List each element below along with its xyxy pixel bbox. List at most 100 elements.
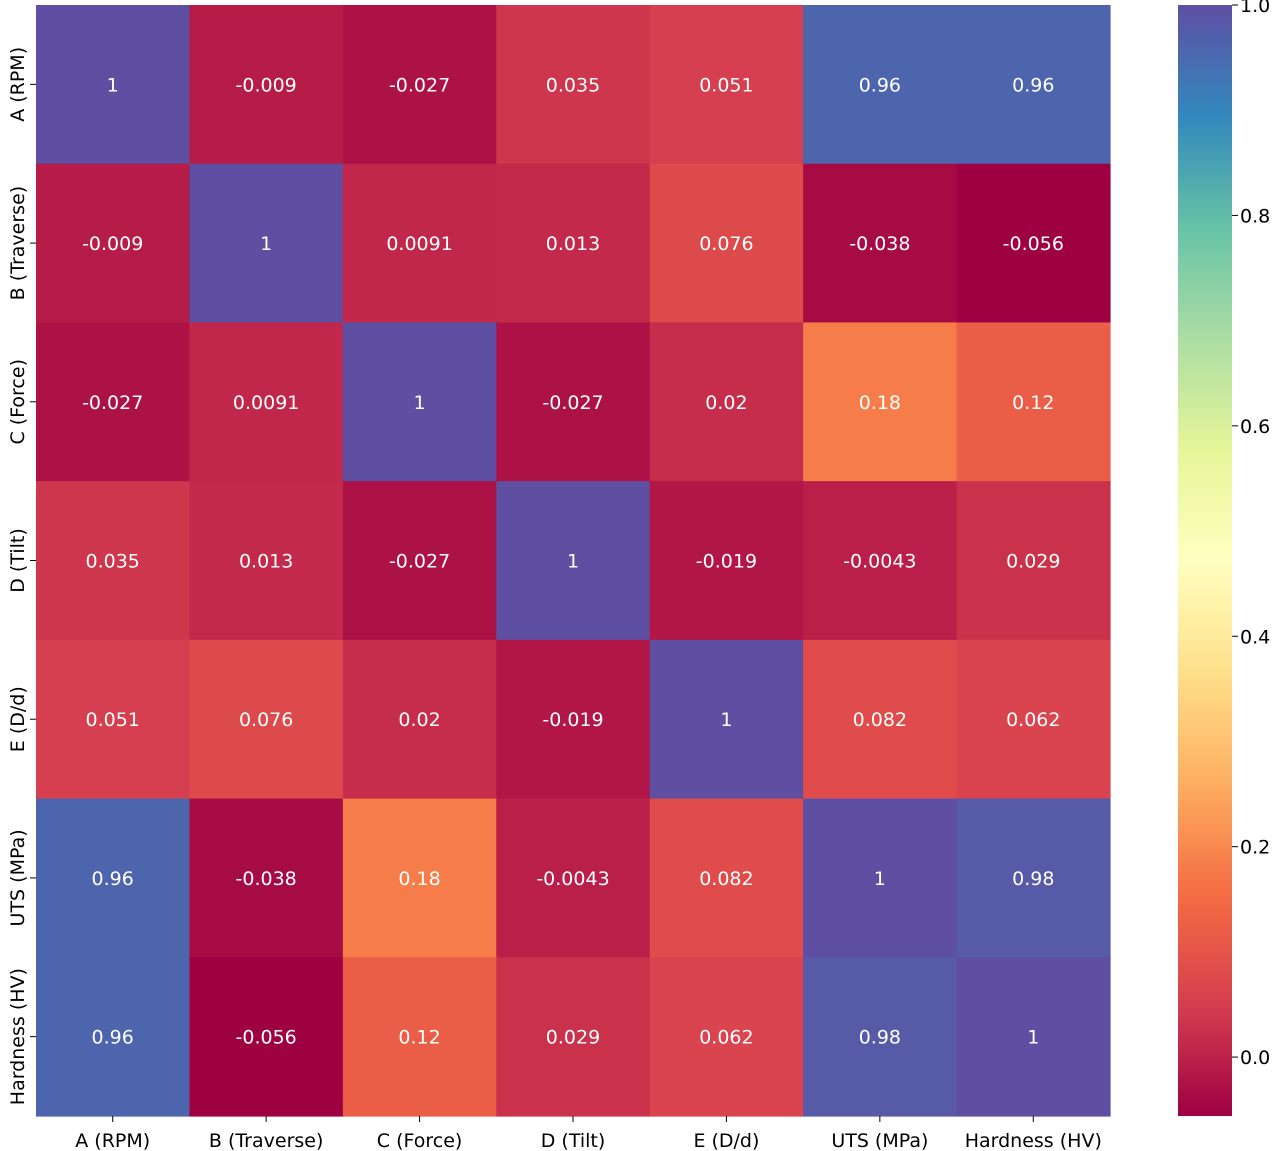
heatmap-cell-4-1: [189, 639, 344, 800]
cell-annotation-6-1: -0.056: [236, 1027, 297, 1049]
cell-annotation-3-4: -0.019: [696, 551, 757, 573]
heatmap-cell-2-0: [36, 322, 191, 482]
cell-annotation-4-3: -0.019: [542, 709, 603, 731]
heatmap-cell-4-5: [803, 639, 958, 800]
cell-annotation-5-6: 0.98: [1012, 868, 1054, 890]
heatmap-cell-0-3: [496, 5, 651, 165]
cell-annotation-2-1: 0.0091: [233, 392, 299, 414]
cell-annotation-6-6: 1: [1027, 1027, 1039, 1049]
cell-annotation-1-3: 0.013: [546, 233, 600, 255]
heatmap-cells: 1 -0.009 -0.027 0.035 0.051 0.96 0.96 -0.009 1 0.…: [36, 5, 1111, 1117]
colorbar-tick-label-2: 0.4: [1240, 626, 1270, 648]
cell-annotation-0-0: 1: [107, 74, 119, 96]
cell-annotation-4-2: 0.02: [398, 709, 440, 731]
heatmap-cell-6-3: [496, 957, 651, 1117]
cell-annotation-6-0: 0.96: [92, 1027, 134, 1049]
cell-annotation-5-1: -0.038: [236, 868, 297, 890]
heatmap-cell-6-4: [649, 957, 804, 1117]
y-tick-label-hardness-hv: Hardness (HV): [7, 968, 29, 1105]
cell-annotation-3-6: 0.029: [1006, 551, 1060, 573]
cell-annotation-3-1: 0.013: [239, 551, 293, 573]
cell-annotation-3-5: -0.0043: [843, 551, 916, 573]
heatmap-cell-2-2: [342, 322, 497, 482]
heatmap-cell-0-2: [342, 5, 497, 165]
cell-annotation-6-5: 0.98: [859, 1027, 901, 1049]
x-tick-label-hardness-hv: Hardness (HV): [965, 1130, 1102, 1151]
cell-annotation-1-1: 1: [260, 233, 272, 255]
cell-annotation-2-2: 1: [414, 392, 426, 414]
heatmap-cell-5-3: [496, 798, 651, 958]
y-axis-ticks: A (RPM) B (Traverse) C (Force) D (Tilt) E (D…: [7, 47, 36, 1105]
heatmap-cell-5-5: [803, 798, 958, 958]
heatmap-cell-1-0: [36, 163, 191, 324]
x-axis-ticks: A (RPM) B (Traverse) C (Force) D (Tilt) E (D…: [75, 1116, 1102, 1151]
cell-annotation-5-3: -0.0043: [536, 868, 609, 890]
colorbar: 0.0 0.2 0.4 0.6 0.8 1.0: [1178, 0, 1270, 1116]
heatmap-cell-4-3: [496, 639, 651, 800]
cell-annotation-6-4: 0.062: [699, 1027, 753, 1049]
colorbar-tick-label-0: 0.0: [1240, 1047, 1270, 1069]
cell-annotation-1-2: 0.0091: [386, 233, 452, 255]
cell-annotation-5-4: 0.082: [699, 868, 753, 890]
heatmap-cell-3-4: [649, 481, 804, 641]
heatmap-cell-5-6: [956, 798, 1111, 958]
heatmap-cell-6-0: [36, 957, 191, 1117]
heatmap-cell-3-5: [803, 481, 958, 641]
heatmap-cell-4-4: [649, 639, 804, 800]
y-tick-label-e-d-d: E (D/d): [7, 686, 29, 752]
cell-annotation-6-2: 0.12: [398, 1027, 440, 1049]
colorbar-tick-label-1: 0.2: [1240, 837, 1270, 859]
cell-annotation-5-2: 0.18: [398, 868, 440, 890]
heatmap-cell-1-1: [189, 163, 344, 324]
cell-annotation-5-5: 1: [874, 868, 886, 890]
y-tick-label-b-traverse: B (Traverse): [7, 186, 29, 301]
x-tick-label-b-traverse: B (Traverse): [209, 1130, 324, 1151]
colorbar-tick-label-4: 0.8: [1240, 205, 1270, 227]
heatmap-cell-3-0: [36, 481, 191, 641]
heatmap-cell-0-5: [803, 5, 958, 165]
heatmap-cell-4-0: [36, 639, 191, 800]
heatmap-cell-5-0: [36, 798, 191, 958]
colorbar-tick-label-3: 0.6: [1240, 416, 1270, 438]
y-tick-label-a-rpm: A (RPM): [7, 47, 29, 122]
heatmap-cell-5-2: [342, 798, 497, 958]
heatmap-cell-2-6: [956, 322, 1111, 482]
cell-annotation-0-3: 0.035: [546, 74, 600, 96]
cell-annotation-0-1: -0.009: [236, 74, 297, 96]
x-tick-label-c-force: C (Force): [377, 1130, 463, 1151]
x-tick-label-e-d-d: E (D/d): [693, 1130, 759, 1151]
cell-annotation-2-5: 0.18: [859, 392, 901, 414]
heatmap-cell-0-6: [956, 5, 1111, 165]
cell-annotation-5-0: 0.96: [92, 868, 134, 890]
cell-annotation-4-6: 0.062: [1006, 709, 1060, 731]
x-tick-label-d-tilt: D (Tilt): [541, 1130, 606, 1151]
heatmap-cell-3-2: [342, 481, 497, 641]
cell-annotation-1-6: -0.056: [1003, 233, 1064, 255]
heatmap-cell-4-6: [956, 639, 1111, 800]
cell-annotation-2-6: 0.12: [1012, 392, 1054, 414]
cell-annotation-4-5: 0.082: [853, 709, 907, 731]
cell-annotation-0-2: -0.027: [389, 74, 450, 96]
cell-annotation-3-2: -0.027: [389, 551, 450, 573]
heatmap-cell-5-4: [649, 798, 804, 958]
heatmap-cell-3-6: [956, 481, 1111, 641]
colorbar-tick-label-5: 1.0: [1240, 0, 1270, 17]
cell-annotation-0-6: 0.96: [1012, 74, 1054, 96]
x-tick-label-uts-mpa: UTS (MPa): [831, 1130, 928, 1151]
heatmap-cell-1-6: [956, 163, 1111, 324]
x-tick-label-a-rpm: A (RPM): [75, 1130, 150, 1151]
heatmap-cell-6-5: [803, 957, 958, 1117]
heatmap-cell-6-6: [956, 957, 1111, 1117]
heatmap-cell-3-1: [189, 481, 344, 641]
heatmap-cell-0-0: [36, 5, 191, 165]
cell-annotation-1-4: 0.076: [699, 233, 753, 255]
cell-annotation-4-0: 0.051: [86, 709, 140, 731]
heatmap-cell-6-1: [189, 957, 344, 1117]
y-tick-label-uts-mpa: UTS (MPa): [7, 829, 29, 926]
cell-annotation-3-3: 1: [567, 551, 579, 573]
cell-annotation-2-4: 0.02: [705, 392, 747, 414]
heatmap-cell-4-2: [342, 639, 497, 800]
heatmap-cell-0-1: [189, 5, 344, 165]
heatmap-cell-6-2: [342, 957, 497, 1117]
